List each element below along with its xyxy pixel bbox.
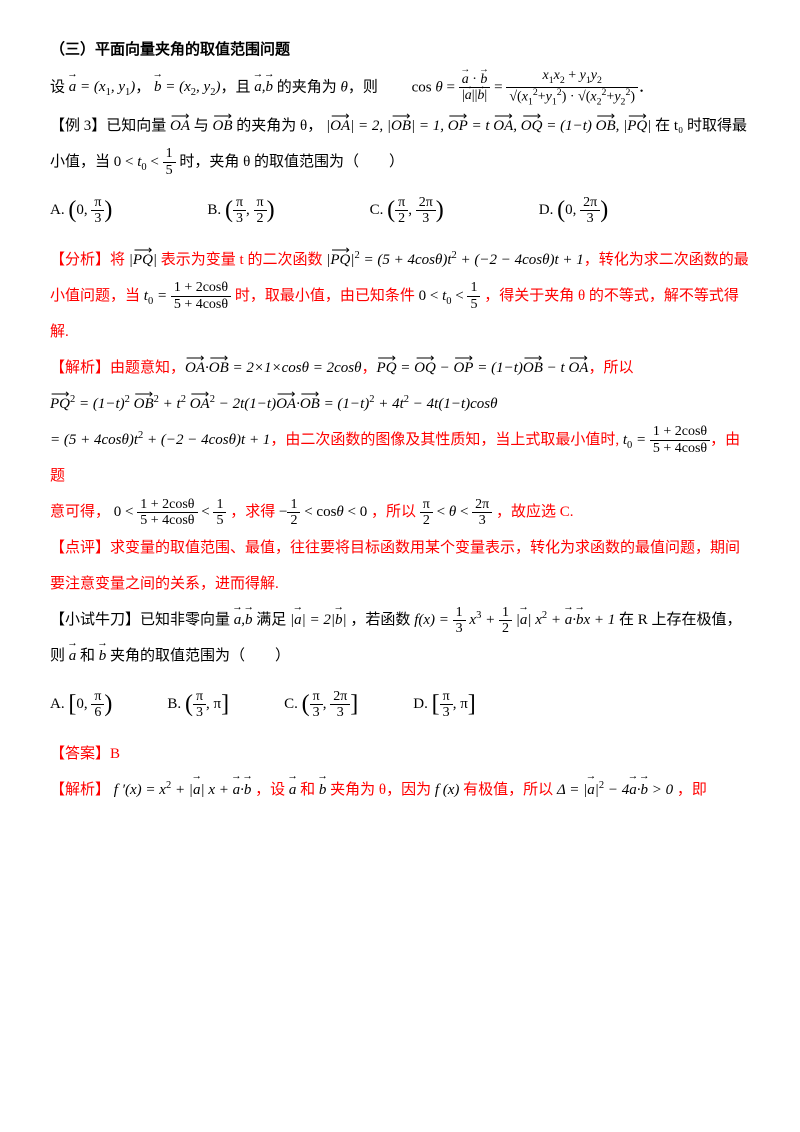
an-t2: 表示为变量 t 的二次函数 bbox=[161, 252, 323, 268]
an-t4: 小值问题，当 bbox=[50, 288, 140, 304]
opt2-b: B. (π3, π] bbox=[167, 676, 229, 734]
ex3-b1: 已知向量 bbox=[106, 118, 166, 134]
opt2-a: A. [0, π6) bbox=[50, 676, 112, 734]
an-t5: 时，取最小值，由已知条件 bbox=[235, 288, 415, 304]
solution-l3: 意可得， 0 < 1 + 2cosθ5 + 4cosθ < 15 ，求得 −12… bbox=[50, 494, 750, 530]
page: （三）平面向量夹角的取值范围问题 设 a = (x1, y1)， b = (x2… bbox=[0, 0, 800, 1132]
practice-line2: 则 a 和 b 夹角的取值范围为（ ） bbox=[50, 638, 750, 674]
r-den2: 3 bbox=[472, 513, 492, 528]
sol-t5: 意可得， bbox=[50, 504, 110, 520]
p-t2: 满足 bbox=[256, 612, 286, 628]
practice: 【小试牛刀】已知非零向量 a,b 满足 |a| = 2|b| ，若函数 f(x)… bbox=[50, 602, 750, 638]
s2-t2: 夹角为 θ，因为 bbox=[330, 782, 431, 798]
intro-mid: 的夹角为 bbox=[277, 79, 337, 95]
sol-t0-num: 1 + 2cosθ bbox=[650, 424, 710, 440]
s2-t1: ，设 bbox=[255, 782, 285, 798]
sol-label: 【解析】 bbox=[50, 360, 110, 376]
sol-t3: ，由二次函数的图像及其性质知，当上式取最小值时, bbox=[270, 432, 619, 448]
p-t1: 已知非零向量 bbox=[140, 612, 230, 628]
sol2-label: 【解析】 bbox=[50, 782, 110, 798]
half-den: 2 bbox=[287, 513, 300, 528]
r-num2: 2π bbox=[472, 497, 492, 513]
opt2-d: D. [π3, π] bbox=[413, 676, 476, 734]
fx-f2n: 1 bbox=[499, 605, 512, 621]
sineq-den: 5 + 4cosθ bbox=[137, 513, 197, 528]
solution-eq3: PQ2 = (1−t)2 OB2 + t2 OA2 − 2t(1−t)OA·OB… bbox=[50, 386, 750, 422]
r-num1: π bbox=[420, 497, 433, 513]
r-den1: 2 bbox=[420, 513, 433, 528]
sineq2-den: 5 bbox=[213, 513, 226, 528]
solution-l1: 【解析】由题意知，OA·OB = 2×1×cosθ = 2cosθ，PQ = O… bbox=[50, 350, 750, 386]
opt-c: C. (π2, 2π3) bbox=[370, 182, 444, 240]
comment-text: 求变量的取值范围、最值，往往要将目标函数用某个变量表示，转化为求函数的最值问题，… bbox=[50, 540, 740, 592]
sineq-num: 1 + 2cosθ bbox=[137, 497, 197, 513]
answer-label: 【答案】 bbox=[50, 746, 110, 762]
sol-t0-den: 5 + 4cosθ bbox=[650, 441, 710, 456]
solution-eq4: = (5 + 4cosθ)t2 + (−2 − 4cosθ)t + 1，由二次函… bbox=[50, 422, 750, 494]
t0-den: 5 + 4cosθ bbox=[171, 297, 231, 312]
ex3-b2: 与 bbox=[194, 118, 209, 134]
opt-a: A. (0, π3) bbox=[50, 182, 112, 240]
sol-t2: ，所以 bbox=[588, 360, 633, 376]
an-t1: 将 bbox=[110, 252, 125, 268]
sol-t8: ，故应选 C. bbox=[496, 504, 574, 520]
analysis-label: 【分析】 bbox=[50, 252, 110, 268]
p-t4: 在 R 上存在极值， bbox=[619, 612, 742, 628]
p-t5: 则 bbox=[50, 648, 65, 664]
comment: 【点评】求变量的取值范围、最值，往往要将目标函数用某个变量表示，转化为求函数的最… bbox=[50, 530, 750, 602]
intro-suffix: ，则 bbox=[348, 79, 378, 95]
p-t6: 夹角的取值范围为（ ） bbox=[110, 648, 290, 664]
half-num: 1 bbox=[287, 497, 300, 513]
p-t5b: 和 bbox=[80, 648, 95, 664]
comment-label: 【点评】 bbox=[50, 540, 110, 556]
opt2-c: C. (π3, 2π3] bbox=[284, 676, 358, 734]
ex3-b5: 小值，当 bbox=[50, 154, 110, 170]
practice-label: 【小试牛刀】 bbox=[50, 612, 140, 628]
p-t3: ，若函数 bbox=[350, 612, 410, 628]
s2-t1b: 和 bbox=[300, 782, 315, 798]
frac-1-5-den: 5 bbox=[163, 163, 176, 178]
fx-f1n: 1 bbox=[453, 605, 466, 621]
frac-1-5-num: 1 bbox=[163, 146, 176, 162]
fx-f2d: 2 bbox=[499, 621, 512, 636]
sol-t1: 由题意知， bbox=[110, 360, 185, 376]
sineq2-num: 1 bbox=[213, 497, 226, 513]
example3-line2: 小值，当 0 < t0 < 15 时，夹角 θ 的取值范围为（ ） bbox=[50, 144, 750, 180]
ex3-label: 【例 3】 bbox=[50, 118, 106, 134]
an-t3: ，转化为求二次函数的最 bbox=[584, 252, 749, 268]
fx-f1d: 3 bbox=[453, 621, 466, 636]
ex3-b5c: 时，夹角 θ 的取值范围为（ ） bbox=[179, 154, 404, 170]
analysis: 【分析】将 |PQ| 表示为变量 t 的二次函数 |PQ|2 = (5 + 4c… bbox=[50, 242, 750, 278]
t0-num: 1 + 2cosθ bbox=[171, 280, 231, 296]
s2-t4: ，即 bbox=[677, 782, 707, 798]
opt-b: B. (π3, π2) bbox=[207, 182, 274, 240]
intro-prefix: 设 bbox=[50, 79, 65, 95]
options-2: A. [0, π6) B. (π3, π] C. (π3, 2π3] D. [π… bbox=[50, 676, 750, 734]
answer-value: B bbox=[110, 746, 120, 762]
sol-t6: ，求得 bbox=[230, 504, 275, 520]
example3: 【例 3】已知向量 OA 与 OB 的夹角为 θ， |OA| = 2, |OB|… bbox=[50, 108, 750, 144]
ex3-b3: 的夹角为 θ， bbox=[236, 118, 322, 134]
solution2: 【解析】 f ′(x) = x2 + |a| x + a·b ，设 a 和 b … bbox=[50, 772, 750, 808]
s2-t3: 有极值，所以 bbox=[463, 782, 553, 798]
ex3-b4: 在 t₀ 时取得最 bbox=[655, 118, 747, 134]
sol-t7: ，所以 bbox=[371, 504, 416, 520]
options-1: A. (0, π3) B. (π3, π2) C. (π2, 2π3) D. (… bbox=[50, 182, 750, 240]
analysis-line2: 小值问题，当 t0 = 1 + 2cosθ5 + 4cosθ 时，取最小值，由已… bbox=[50, 278, 750, 350]
opt-d: D. (0, 2π3) bbox=[539, 182, 608, 240]
